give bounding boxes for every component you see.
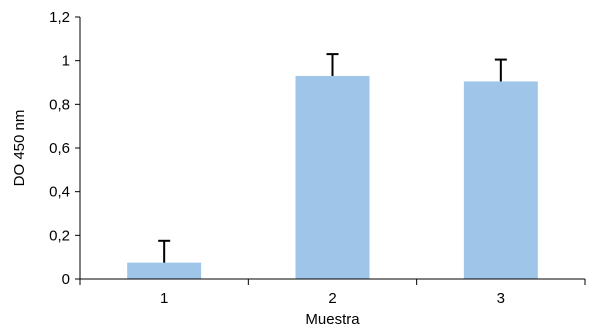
y-tick-label: 0,4	[49, 184, 70, 201]
y-axis-ticks: 0 0,2 0,4 0,6 0,8 1 1,2	[49, 9, 80, 288]
bar	[127, 262, 202, 279]
y-tick-label: 0,6	[49, 140, 70, 157]
bars	[127, 75, 538, 280]
y-tick-label: 0	[62, 271, 70, 288]
x-axis-title: Muestra	[305, 311, 360, 328]
y-tick-label: 1,2	[49, 9, 70, 26]
y-tick-label: 1	[62, 53, 70, 70]
x-axis-ticks: 1 2 3	[79, 279, 586, 307]
y-tick-label: 0,8	[49, 96, 70, 113]
bar	[463, 81, 538, 280]
y-axis-title: DO 450 nm	[11, 110, 28, 187]
error-bars	[158, 53, 507, 263]
bar	[295, 75, 370, 279]
x-tick-label: 1	[160, 290, 168, 307]
x-tick-label: 2	[328, 290, 336, 307]
x-tick-label: 3	[497, 290, 505, 307]
y-tick-label: 0,2	[49, 227, 70, 244]
